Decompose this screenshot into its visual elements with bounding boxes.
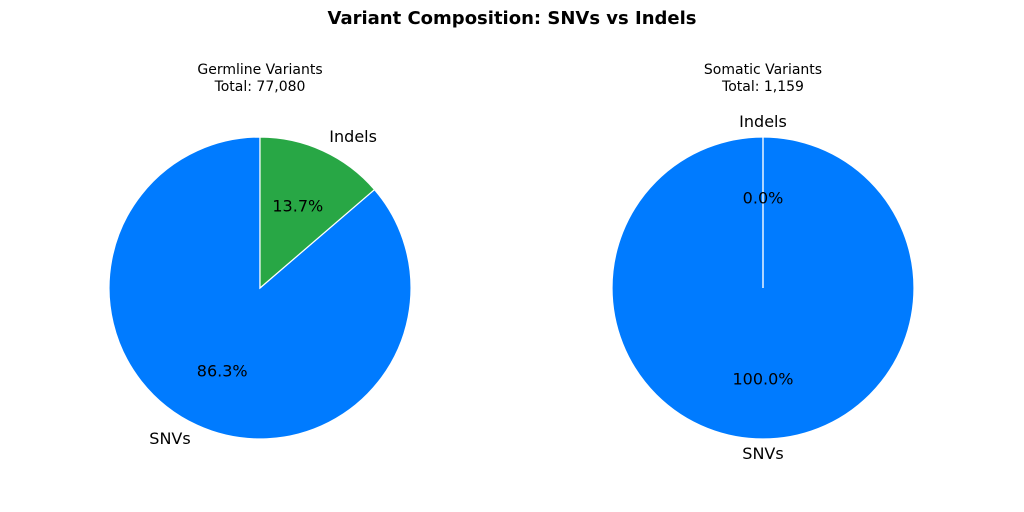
germline-pie-total: Total: 77,080 — [214, 79, 306, 95]
somatic-indels-label: Indels — [739, 112, 787, 131]
germline-pie-slices — [108, 136, 412, 440]
somatic-snvs-percent: 100.0% — [732, 370, 793, 389]
somatic-indels-percent: 0.0% — [743, 188, 784, 207]
germline-indels-slice — [259, 136, 376, 290]
somatic-pie-slices — [611, 136, 915, 440]
figure-title: Variant Composition: SNVs vs Indels — [328, 8, 697, 29]
somatic-pie-total: Total: 1,159 — [721, 79, 804, 95]
somatic-pie-labels: SNVs 100.0% Indels 0.0% — [732, 112, 793, 463]
somatic-snvs-label: SNVs — [742, 444, 783, 463]
germline-indels-percent: 13.7% — [272, 197, 323, 216]
somatic-pie-chart: Somatic Variants Total: 1,159 SNVs 100.0%… — [611, 62, 915, 463]
somatic-pie-title: Somatic Variants — [704, 62, 822, 78]
germline-pie-chart: Germline Variants Total: 77,080 SNVs 86.3… — [108, 62, 412, 448]
germline-pie-title: Germline Variants — [197, 62, 322, 78]
germline-pie-labels: SNVs 86.3% Indels 13.7% — [149, 127, 377, 448]
germline-snvs-percent: 86.3% — [197, 361, 248, 380]
germline-snvs-label: SNVs — [149, 429, 190, 448]
germline-indels-label: Indels — [329, 127, 377, 146]
